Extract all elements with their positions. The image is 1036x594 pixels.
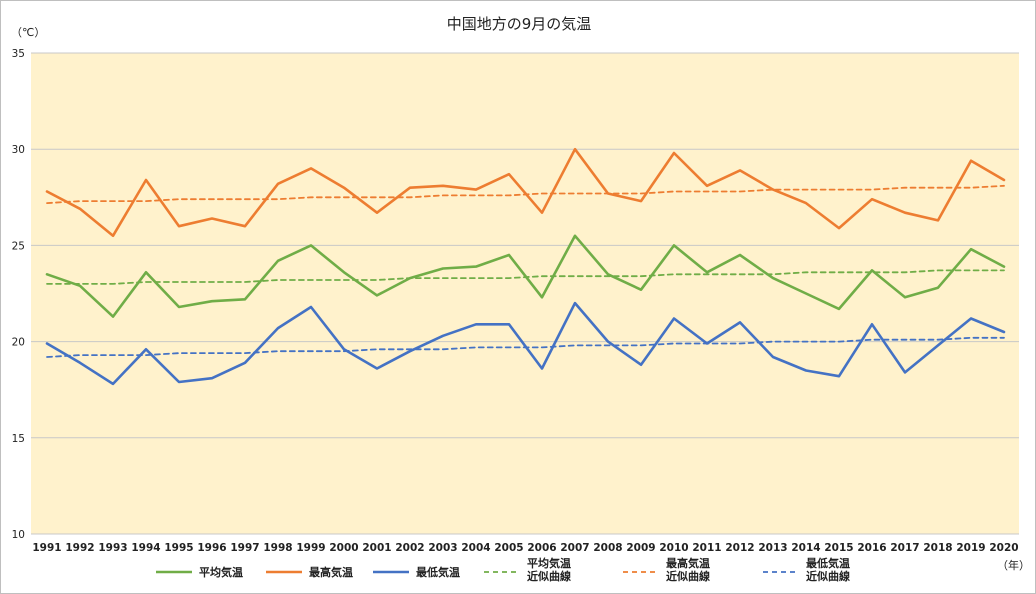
legend-label: 最低気温 [416, 565, 460, 579]
x-tick-label: 2020 [989, 542, 1018, 554]
series-line-max [45, 147, 1006, 238]
y-tick-label: 25 [12, 240, 25, 252]
x-axis-unit: （年） [997, 558, 1030, 572]
legend-item: 最高気温 [266, 565, 353, 579]
x-tick-label: 1992 [65, 542, 94, 554]
x-tick-label: 2003 [428, 542, 457, 554]
x-tick-label: 2016 [857, 542, 886, 554]
x-tick-label: 1991 [32, 542, 61, 554]
x-tick-label: 2007 [560, 542, 589, 554]
y-tick-label: 35 [12, 48, 25, 60]
x-tick-label: 1999 [296, 542, 325, 554]
x-tick-label: 1995 [164, 542, 193, 554]
x-tick-label: 2018 [923, 542, 952, 554]
x-tick-label: 2014 [791, 542, 820, 554]
legend-label: 平均気温 [527, 556, 571, 570]
legend-label: 最低気温 [806, 556, 850, 570]
y-tick-label: 30 [12, 144, 25, 156]
x-tick-label: 2009 [626, 542, 655, 554]
x-tick-label: 2013 [758, 542, 787, 554]
x-tick-label: 1996 [197, 542, 226, 554]
legend-label: 近似曲線 [806, 569, 850, 583]
legend-label: 最高気温 [309, 565, 353, 579]
y-tick-label: 15 [12, 433, 25, 445]
plot-area [31, 53, 1019, 534]
y-tick-label: 10 [12, 529, 25, 541]
x-tick-label: 2010 [659, 542, 688, 554]
x-tick-label: 1998 [263, 542, 292, 554]
series-line-min [45, 301, 1006, 386]
legend-item: 最低気温 [373, 565, 460, 579]
x-tick-label: 1997 [230, 542, 259, 554]
legend-label: 近似曲線 [527, 569, 571, 583]
series-line-average [45, 234, 1006, 318]
x-tick-label: 2017 [890, 542, 919, 554]
x-tick-label: 2008 [593, 542, 622, 554]
x-tick-label: 1993 [98, 542, 127, 554]
x-tick-label: 2019 [956, 542, 985, 554]
x-tick-label: 1994 [131, 542, 160, 554]
y-tick-label: 20 [12, 337, 25, 349]
y-axis-unit: （℃） [11, 26, 45, 39]
x-tick-label: 2005 [494, 542, 523, 554]
x-tick-label: 2006 [527, 542, 556, 554]
legend-label: 最高気温 [666, 556, 710, 570]
x-tick-label: 2012 [725, 542, 754, 554]
x-tick-label: 2011 [692, 542, 721, 554]
x-tick-label: 2000 [329, 542, 358, 554]
x-tick-label: 2004 [461, 542, 490, 554]
x-tick-label: 2002 [395, 542, 424, 554]
legend-label: 平均気温 [199, 565, 243, 579]
legend-item: 平均気温 [156, 565, 243, 579]
x-tick-label: 2001 [362, 542, 391, 554]
chart-title: 中国地方の9月の気温 [447, 15, 592, 33]
x-tick-label: 2015 [824, 542, 853, 554]
legend-label: 近似曲線 [666, 569, 710, 583]
